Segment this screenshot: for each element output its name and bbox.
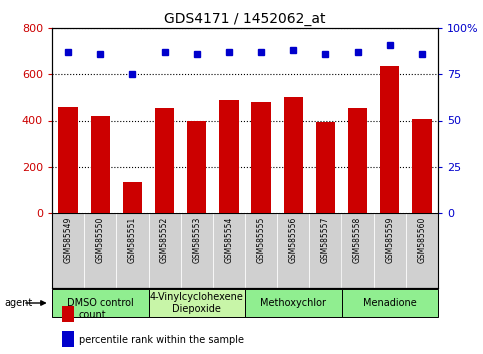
Text: GSM585549: GSM585549	[64, 217, 72, 263]
Bar	[148, 213, 181, 288]
Bar	[309, 213, 341, 288]
Bar	[341, 289, 438, 318]
Text: GSM585553: GSM585553	[192, 217, 201, 263]
Text: GSM585550: GSM585550	[96, 217, 105, 263]
Bar	[52, 213, 84, 288]
Text: count: count	[79, 310, 106, 320]
Text: GSM585552: GSM585552	[160, 217, 169, 263]
Text: Menadione: Menadione	[363, 298, 417, 308]
Bar	[316, 122, 335, 213]
Text: DMSO control: DMSO control	[67, 298, 134, 308]
Text: Methoxychlor: Methoxychlor	[260, 298, 326, 308]
Text: GSM585554: GSM585554	[225, 217, 233, 263]
Bar	[284, 97, 303, 213]
Bar	[380, 66, 399, 213]
Text: GSM585556: GSM585556	[289, 217, 298, 263]
Text: GSM585555: GSM585555	[256, 217, 266, 263]
Bar	[116, 213, 148, 288]
Title: GDS4171 / 1452062_at: GDS4171 / 1452062_at	[164, 12, 326, 25]
Bar	[58, 107, 78, 213]
Bar	[245, 289, 341, 318]
Bar	[412, 119, 432, 213]
Text: GSM585560: GSM585560	[417, 217, 426, 263]
Bar	[148, 289, 245, 318]
Bar	[252, 102, 271, 213]
Bar	[155, 108, 174, 213]
Text: percentile rank within the sample: percentile rank within the sample	[79, 335, 243, 345]
Bar	[123, 182, 142, 213]
Text: GSM585558: GSM585558	[353, 217, 362, 263]
Bar	[277, 213, 309, 288]
Bar	[52, 289, 148, 318]
Text: GSM585557: GSM585557	[321, 217, 330, 263]
Bar	[187, 120, 206, 213]
Bar	[91, 116, 110, 213]
Bar	[245, 213, 277, 288]
Text: GSM585559: GSM585559	[385, 217, 394, 263]
Bar	[219, 100, 239, 213]
Bar	[213, 213, 245, 288]
Bar	[348, 108, 367, 213]
Bar	[406, 213, 438, 288]
Bar	[374, 213, 406, 288]
Text: GSM585551: GSM585551	[128, 217, 137, 263]
Bar	[341, 213, 374, 288]
Text: agent: agent	[5, 298, 33, 308]
Bar	[181, 213, 213, 288]
Text: 4-Vinylcyclohexene
Diepoxide: 4-Vinylcyclohexene Diepoxide	[150, 292, 244, 314]
Bar	[84, 213, 116, 288]
